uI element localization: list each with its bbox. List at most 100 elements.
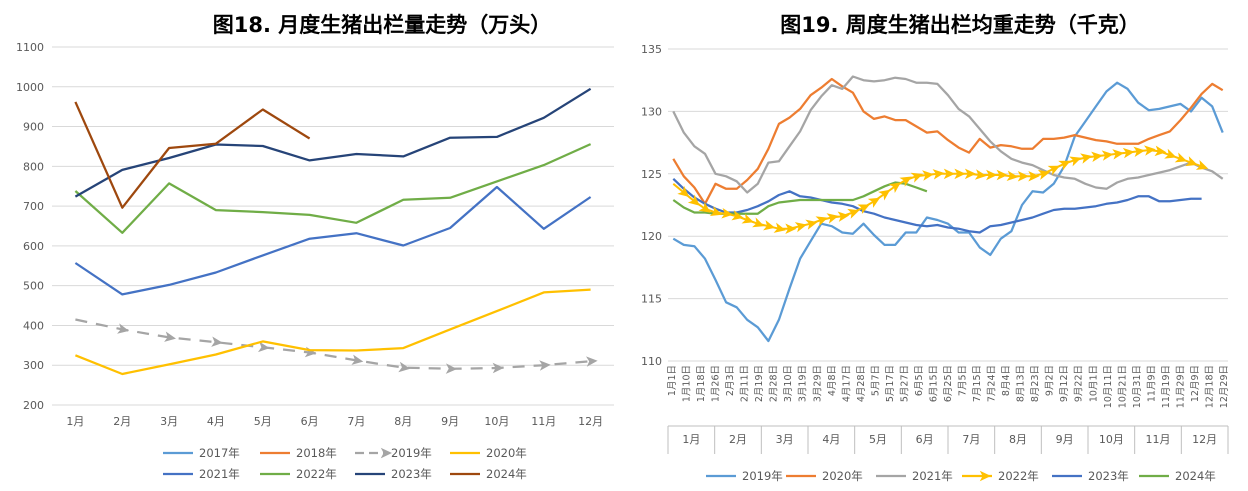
x-tick-label: 12月18日 <box>1205 365 1216 408</box>
series-marker-3 <box>943 168 955 180</box>
x-tick-label: 5月 <box>254 415 272 428</box>
x-tick-label: 1月10日 <box>682 365 693 402</box>
legend-item: 2019年 <box>706 469 783 483</box>
series-marker-3 <box>721 208 734 219</box>
y-tick-label: 800 <box>23 160 44 173</box>
y-tick-label: 115 <box>641 293 662 306</box>
x-tick-label: 9月2日 <box>1045 365 1056 396</box>
legend-item: 2022年 <box>962 469 1039 483</box>
month-label: 12月 <box>1192 433 1217 446</box>
month-label: 8月 <box>1009 433 1027 446</box>
series-marker-3 <box>1006 170 1019 181</box>
series-marker-3 <box>1122 147 1135 159</box>
legend-item: 2024年 <box>450 467 527 481</box>
series-marker-3 <box>1091 151 1103 162</box>
x-tick-label: 7月15日 <box>972 365 983 402</box>
series-marker-2 <box>211 336 223 347</box>
series-line-6 <box>74 87 592 198</box>
legend-item: 2023年 <box>355 467 432 481</box>
x-tick-label: 6月5日 <box>914 365 925 396</box>
series-marker-2 <box>586 356 598 367</box>
series-marker-3 <box>857 204 870 214</box>
x-tick-label: 12月 <box>578 415 603 428</box>
y-tick-label: 125 <box>641 168 662 181</box>
series-marker-3 <box>773 222 786 233</box>
series-line-2 <box>672 75 1224 194</box>
series-marker-3 <box>815 216 828 227</box>
series-line-4 <box>672 177 1202 234</box>
y-tick-label: 500 <box>23 280 44 293</box>
series-marker-3 <box>1069 156 1082 167</box>
month-label: 5月 <box>869 433 887 446</box>
series-marker-3 <box>709 206 723 216</box>
x-tick-label: 8月23日 <box>1030 365 1041 402</box>
x-tick-label: 3月 <box>160 415 178 428</box>
x-tick-label: 2月28日 <box>769 365 780 402</box>
legend-label: 2017年 <box>199 446 240 460</box>
x-tick-label: 10月1日 <box>1088 365 1099 402</box>
legend-label: 2019年 <box>742 469 783 483</box>
x-tick-label: 5月17日 <box>885 365 896 402</box>
x-tick-label: 2月11日 <box>740 365 751 402</box>
legend-swatch-marker <box>979 470 991 482</box>
y-tick-label: 200 <box>23 399 44 412</box>
month-label: 9月 <box>1056 433 1074 446</box>
legend-label: 2024年 <box>486 467 527 481</box>
legend-label: 2021年 <box>912 469 953 483</box>
legend-item: 2024年 <box>1139 469 1216 483</box>
x-tick-label: 6月15日 <box>929 365 940 402</box>
legend-label: 2023年 <box>1088 469 1129 483</box>
x-tick-label: 2月 <box>113 415 131 428</box>
series-marker-2 <box>351 354 364 365</box>
legend-item: 2022年 <box>260 467 337 481</box>
series-marker-3 <box>1017 171 1029 182</box>
y-tick-label: 300 <box>23 359 44 372</box>
legend-swatch-marker <box>380 447 392 459</box>
series-marker-3 <box>1047 165 1060 176</box>
month-label: 6月 <box>916 433 934 446</box>
series-marker-3 <box>794 222 807 233</box>
series-marker-2 <box>164 331 176 342</box>
x-tick-label: 11月19日 <box>1161 365 1172 408</box>
legend-label: 2019年 <box>391 446 432 460</box>
legend-item: 2021年 <box>876 469 953 483</box>
x-tick-label: 2月3日 <box>725 365 736 396</box>
x-tick-label: 4月8日 <box>827 365 838 396</box>
x-tick-label: 5月27日 <box>899 365 910 402</box>
y-tick-label: 600 <box>23 240 44 253</box>
series-marker-2 <box>539 360 551 371</box>
plot-area: 200 300 400 500 600 700 800 900 1000 1100 1月 2月 3月 4月… <box>16 41 614 428</box>
month-label: 11月 <box>1146 433 1171 446</box>
series-marker-3 <box>1195 160 1209 170</box>
series-marker-3 <box>698 202 711 213</box>
series-marker-3 <box>1174 152 1188 163</box>
series-marker-3 <box>1058 160 1071 171</box>
series-marker-3 <box>837 211 850 222</box>
month-label: 7月 <box>962 433 980 446</box>
legend: 2019年 2020年 2021年 2022年 2023年 2024年 <box>706 469 1216 483</box>
weekly-hog-weight-chart: 图19. 周度生猪出栏均重走势（千克） 110 115 120 125 130 135 1月… <box>641 13 1230 483</box>
series-marker-3 <box>763 220 776 231</box>
series-marker-3 <box>878 189 891 201</box>
legend-label: 2024年 <box>1175 469 1216 483</box>
series-line-0 <box>672 81 1224 343</box>
y-tick-label: 1100 <box>16 41 44 54</box>
series-marker-2 <box>258 341 270 353</box>
x-tick-label: 9月22日 <box>1074 365 1085 402</box>
series-marker-3 <box>1154 145 1167 157</box>
x-tick-label: 2月19日 <box>754 365 765 402</box>
y-tick-label: 130 <box>641 105 662 118</box>
legend-label: 2020年 <box>822 469 863 483</box>
series-marker-3 <box>910 172 923 183</box>
series-marker-3 <box>888 182 901 193</box>
series-marker-3 <box>785 223 797 234</box>
legend-label: 2018年 <box>296 446 337 460</box>
x-tick-label: 10月21日 <box>1117 365 1128 408</box>
x-tick-label: 9月 <box>441 415 459 428</box>
x-tick-label: 1月 <box>66 415 84 428</box>
series-marker-3 <box>1133 146 1146 157</box>
y-tick-label: 900 <box>23 121 44 134</box>
x-tick-label: 12月29日 <box>1219 365 1230 408</box>
series-marker-3 <box>1185 156 1198 167</box>
